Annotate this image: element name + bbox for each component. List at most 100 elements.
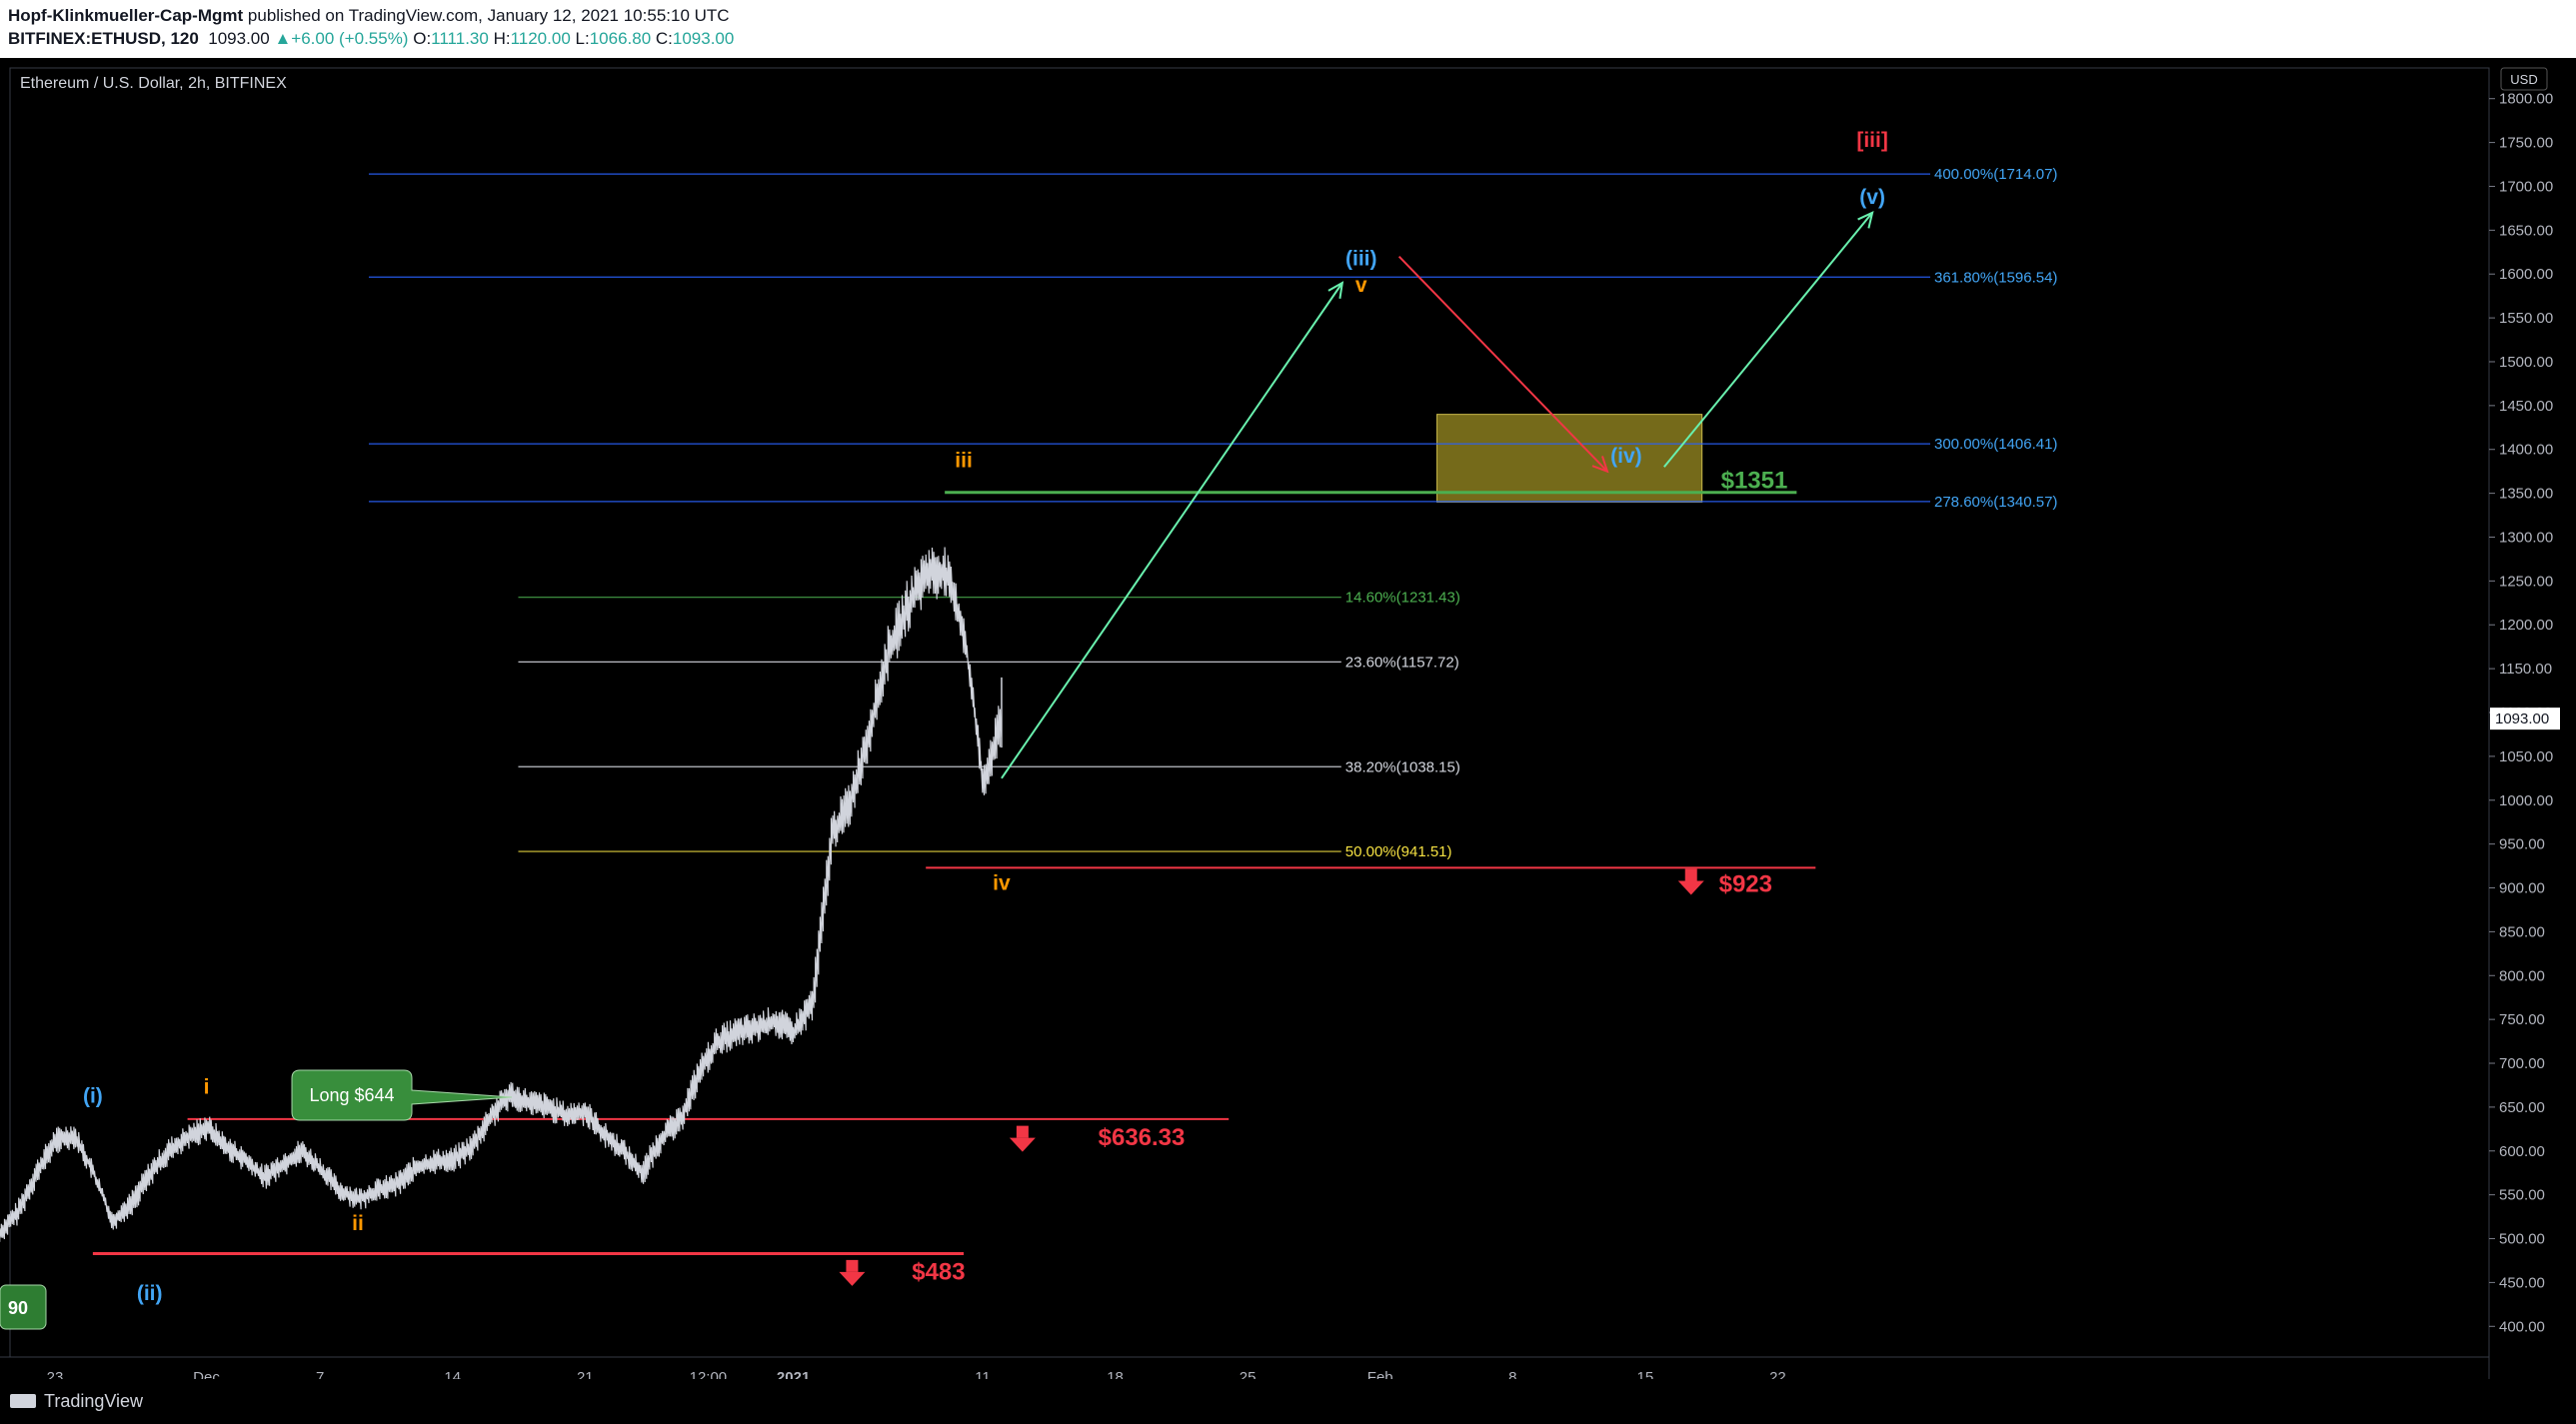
wave-label[interactable]: v [1355,274,1367,297]
x-tick-label: 18 [1107,1369,1124,1379]
currency-label: USD [2510,72,2537,87]
brand-text: TradingView [44,1391,144,1411]
down-arrow-shaft [1016,1125,1029,1138]
y-tick-label: 650.00 [2499,1099,2545,1116]
corner-badge-text: 90 [8,1298,28,1318]
y-tick-label: 1300.00 [2499,529,2553,546]
arrow-wave-iv-down[interactable] [1397,255,1608,473]
fib-extension-label: 400.00%(1714.07) [1934,166,2057,183]
y-tick-label: 1350.00 [2499,486,2553,503]
fib-retracement-label: 38.20%(1038.15) [1345,758,1460,775]
long-callout[interactable]: Long $644 [291,1069,513,1121]
x-tick-label: 15 [1637,1369,1654,1379]
open-label: O: [413,29,432,48]
x-tick-label: 7 [316,1369,324,1379]
arrow-wave-v-final[interactable] [1663,212,1873,468]
low-label: L: [575,29,590,48]
fib-extension-label: 278.60%(1340.57) [1934,494,2057,511]
wave-label[interactable]: ii [352,1212,364,1235]
fib-retracement-label: 50.00%(941.51) [1345,843,1452,860]
y-tick-label: 950.00 [2499,836,2545,853]
wave-label[interactable]: iv [993,871,1011,894]
wave-label[interactable]: iii [955,449,973,472]
y-tick-label: 450.00 [2499,1274,2545,1291]
tradingview-logo[interactable]: TradingView [10,1391,143,1412]
price-chart[interactable]: Ethereum / U.S. Dollar, 2h, BITFINEX USD… [0,58,2576,1379]
y-tick-label: 1050.00 [2499,748,2553,765]
y-tick-label: 850.00 [2499,923,2545,940]
y-tick-label: 550.00 [2499,1187,2545,1204]
y-tick-label: 1450.00 [2499,398,2553,415]
level-label: $483 [912,1258,965,1285]
y-tick-label: 1550.00 [2499,310,2553,327]
fib-extension-label: 361.80%(1596.54) [1934,269,2057,286]
wave-label[interactable]: (iv) [1610,445,1642,468]
fib-levels[interactable]: 400.00%(1714.07) 361.80%(1596.54) 300.00%(… [368,166,2057,860]
wave-label[interactable]: (v) [1859,186,1885,209]
price-series[interactable] [0,547,1003,1242]
wave-label[interactable]: (iii) [1345,247,1377,270]
x-tick-label: 8 [1508,1369,1516,1379]
wave-label[interactable]: (ii) [137,1282,163,1305]
x-tick-label: 2021 [777,1369,810,1379]
x-tick-label: Feb [1367,1369,1393,1379]
level-label: $636.33 [1099,1124,1186,1151]
y-tick-label: 1500.00 [2499,354,2553,371]
y-tick-label: 1250.00 [2499,573,2553,590]
fib-retracement-label: 14.60%(1231.43) [1345,590,1460,607]
last-price-axis-label: 1093.00 [2495,711,2549,727]
time-axis[interactable]: 23 Dec 7 14 21 12:00 2021 11 18 25 Feb 8 15 22 [47,1369,1786,1379]
x-tick-label: 21 [577,1369,594,1379]
down-arrow-icon [1009,1125,1036,1152]
y-tick-label: 600.00 [2499,1143,2545,1160]
x-tick-label: 22 [1769,1369,1786,1379]
y-tick-label: 400.00 [2499,1318,2545,1335]
high-label: H: [493,29,511,48]
callout-text: Long $644 [309,1085,394,1105]
up-arrow-icon: ▲ [274,29,292,48]
horizontal-levels[interactable]: $1351 $923 $636.33 $483 [92,468,1816,1286]
last-price-marker: 1093.00 [2490,708,2560,730]
wave-label[interactable]: (i) [83,1085,103,1108]
fib-retracement-label: 23.60%(1157.72) [1345,654,1459,671]
close-value: 1093.00 [672,29,735,48]
currency-button[interactable]: USD [2500,67,2548,91]
down-arrow-head [1009,1137,1036,1152]
footer: TradingView [0,1379,2576,1424]
x-tick-label: 14 [444,1369,461,1379]
last-price-box [2490,708,2560,730]
arrow-wave-v-up[interactable] [1001,282,1343,779]
y-tick-label: 750.00 [2499,1011,2545,1028]
projection-arrows[interactable] [1001,211,1874,779]
y-tick-label: 1800.00 [2499,91,2553,108]
author-name[interactable]: Hopf-Klinkmueller-Cap-Mgmt [8,6,244,25]
low-value: 1066.80 [589,29,652,48]
wave-label[interactable]: [iii] [1856,129,1888,152]
wave-label[interactable]: i [204,1076,210,1099]
down-arrow-shaft [846,1259,859,1272]
symbol-name: BITFINEX:ETHUSD, 120 [8,29,199,48]
tradingview-icon [10,1394,36,1408]
x-tick-label: 11 [975,1369,991,1379]
x-tick-label: 25 [1240,1369,1257,1379]
y-tick-label: 1400.00 [2499,442,2553,459]
x-tick-label: Dec [193,1369,220,1379]
target-zone[interactable] [1436,414,1703,503]
down-arrow-shaft [1684,868,1697,881]
corner-badge[interactable]: 90 [0,1284,47,1330]
publish-line: Hopf-Klinkmueller-Cap-Mgmt published on … [8,6,730,26]
publish-header: Hopf-Klinkmueller-Cap-Mgmt published on … [0,0,2576,58]
close-label: C: [655,29,673,48]
price-line[interactable] [0,547,1003,1242]
target-zone-box[interactable] [1436,414,1703,503]
chart-title: Ethereum / U.S. Dollar, 2h, BITFINEX [20,75,287,92]
y-tick-label: 1700.00 [2499,178,2553,195]
down-arrow-icon [839,1259,866,1286]
y-tick-label: 1600.00 [2499,266,2553,283]
y-tick-label: 1150.00 [2499,661,2552,678]
x-tick-label: 23 [47,1369,64,1379]
arrow-wave-iv-down-head [1591,456,1609,474]
price-axis[interactable]: 400.00 450.00 500.00 550.00 600.00 650.00 700.… [2489,91,2553,1336]
y-tick-label: 700.00 [2499,1055,2545,1072]
